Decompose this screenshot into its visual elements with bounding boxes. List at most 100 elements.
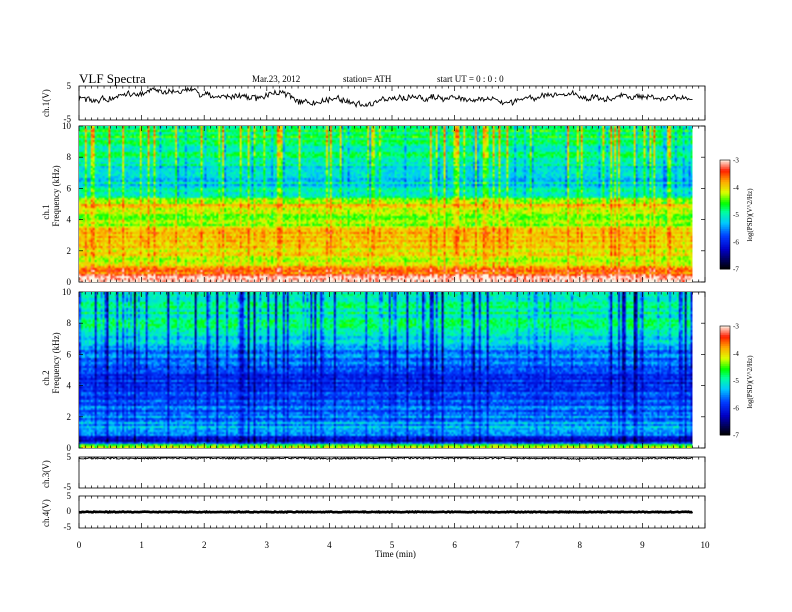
cbar1-tick: -5	[733, 211, 739, 219]
cbar2-swatch	[720, 367, 730, 371]
cbar2-swatch	[720, 400, 730, 403]
cbar2-swatch	[720, 425, 730, 429]
ch2-spec-ytick: 0	[67, 443, 72, 453]
ch3-waveform-ylabel: ch.3(V)	[41, 460, 51, 488]
cbar2-swatch	[720, 424, 730, 427]
ch1-colorbar-label: log(PSD)(V^2/Hz)	[746, 188, 754, 242]
cbar1-swatch	[720, 165, 730, 168]
ch1-ytick: -5	[64, 114, 72, 124]
cbar2-swatch	[720, 369, 730, 372]
cbar2-swatch	[720, 349, 730, 352]
cbar2-swatch	[720, 345, 730, 349]
cbar1-swatch	[720, 214, 730, 217]
cbar1-swatch	[720, 161, 730, 165]
x-tick-label: 0	[77, 540, 82, 550]
cbar2-swatch	[720, 398, 730, 401]
ch2-spec-ytick: 2	[67, 412, 72, 422]
cbar2-swatch	[720, 402, 730, 405]
ch2-spectrogram	[79, 292, 693, 448]
cbar1-swatch	[720, 227, 730, 230]
x-tick-label: 9	[640, 540, 645, 550]
cbar1-swatch	[720, 256, 730, 259]
ch4-ytick: 0	[67, 506, 72, 516]
cbar1-swatch	[720, 229, 730, 232]
ch2-colorbar-label: log(PSD)(V^2/Hz)	[746, 355, 754, 409]
cbar1-swatch	[720, 212, 730, 215]
cbar2-swatch	[720, 347, 730, 351]
cbar1-swatch	[720, 225, 730, 228]
ch1-waveform-ylabel: ch.1(V)	[41, 89, 51, 117]
ch4-ytick: 5	[67, 491, 72, 501]
cbar2-swatch	[720, 387, 730, 391]
cbar2-swatch	[720, 344, 730, 347]
cbar2-swatch	[720, 385, 730, 389]
cbar1-swatch	[720, 219, 730, 223]
cbar1-swatch	[720, 265, 730, 268]
cbar1-swatch	[720, 252, 730, 255]
ch2-spec-ytick: 6	[67, 349, 72, 359]
ch1-spec-ytick: 0	[67, 277, 72, 287]
figure-title: VLF Spectra	[79, 71, 146, 86]
ch4-waveform-ylabel: ch.4(V)	[41, 499, 51, 527]
cbar1-swatch	[720, 196, 730, 199]
cbar2-swatch	[720, 371, 730, 374]
cbar2-swatch	[720, 411, 730, 414]
cbar2-swatch	[720, 331, 730, 334]
cbar1-swatch	[720, 210, 730, 214]
ch1-spectrogram-channel-label: ch.1	[41, 204, 51, 219]
cbar2-swatch	[720, 327, 730, 331]
cbar2-swatch	[720, 340, 730, 343]
start-time-label: start UT = 0 : 0 : 0	[437, 74, 504, 84]
cbar1-swatch	[720, 203, 730, 206]
ch3-ytick: 5	[67, 452, 72, 462]
cbar2-swatch	[720, 382, 730, 385]
station-label: station= ATH	[343, 74, 392, 84]
cbar2-swatch	[720, 338, 730, 342]
x-tick-label: 4	[327, 540, 332, 550]
cbar1-swatch	[720, 243, 730, 246]
cbar2-swatch	[720, 416, 730, 420]
cbar1-swatch	[720, 239, 730, 243]
ch2-spec-ytick: 8	[67, 318, 72, 328]
x-tick-label: 1	[139, 540, 144, 550]
cbar2-swatch	[720, 376, 730, 380]
cbar1-swatch	[720, 232, 730, 235]
cbar2-swatch	[720, 356, 730, 360]
cbar1-swatch	[720, 249, 730, 252]
cbar2-swatch	[720, 364, 730, 367]
cbar2-swatch	[720, 431, 730, 434]
cbar2-swatch	[720, 336, 730, 340]
cbar2-swatch	[720, 433, 730, 436]
cbar1-swatch	[720, 192, 730, 196]
cbar1-swatch	[720, 179, 730, 183]
cbar1-tick: -6	[733, 238, 739, 246]
cbar2-swatch	[720, 384, 730, 387]
cbar2-swatch	[720, 378, 730, 381]
cbar2-swatch	[720, 329, 730, 332]
cbar1-swatch	[720, 170, 730, 174]
cbar2-swatch	[720, 391, 730, 394]
x-tick-label: 10	[701, 540, 711, 550]
cbar2-swatch	[720, 420, 730, 423]
cbar1-swatch	[720, 183, 730, 186]
cbar1-tick: -7	[733, 266, 739, 274]
cbar1-swatch	[720, 207, 730, 210]
cbar2-swatch	[720, 355, 730, 358]
cbar1-swatch	[720, 234, 730, 237]
ch2-spectrogram-channel-label: ch.2	[41, 370, 51, 385]
cbar2-swatch	[720, 326, 730, 329]
ch1-spec-ytick: 8	[67, 152, 72, 162]
ch1-spectrogram-ylabel: Frequency (kHz)	[51, 165, 61, 226]
cbar1-swatch	[720, 178, 730, 181]
spec1-image	[79, 126, 693, 282]
x-tick-label: 2	[202, 540, 207, 550]
cbar1-swatch	[720, 172, 730, 176]
cbar2-swatch	[720, 415, 730, 418]
ch1-spectrogram	[79, 126, 693, 282]
cbar1-swatch	[720, 176, 730, 179]
cbar2-swatch	[720, 375, 730, 378]
cbar1-swatch	[720, 190, 730, 194]
x-tick-label: 6	[452, 540, 457, 550]
cbar1-frame	[719, 159, 731, 270]
